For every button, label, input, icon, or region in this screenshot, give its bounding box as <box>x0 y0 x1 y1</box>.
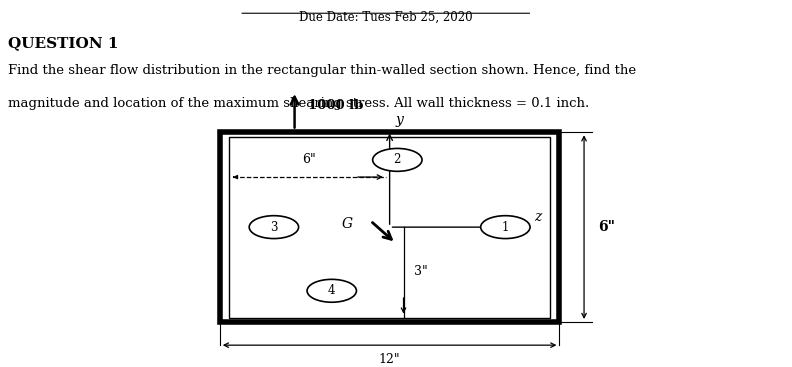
Circle shape <box>373 148 422 171</box>
Text: 12": 12" <box>379 353 401 366</box>
Text: 6": 6" <box>598 220 615 234</box>
Text: 6": 6" <box>303 153 316 166</box>
Text: G: G <box>341 217 352 231</box>
Circle shape <box>249 216 299 239</box>
Text: 1000 lb: 1000 lb <box>308 99 364 112</box>
Text: z: z <box>534 210 541 224</box>
Text: 1: 1 <box>501 221 509 234</box>
Text: QUESTION 1: QUESTION 1 <box>8 36 118 50</box>
Text: Find the shear flow distribution in the rectangular thin-walled section shown. H: Find the shear flow distribution in the … <box>8 64 636 77</box>
Bar <box>229 137 550 317</box>
Text: y: y <box>396 113 404 127</box>
Text: 3: 3 <box>270 221 278 234</box>
Circle shape <box>307 279 356 302</box>
Text: magnitude and location of the maximum shearing stress. All wall thickness = 0.1 : magnitude and location of the maximum sh… <box>8 97 589 110</box>
Bar <box>220 132 559 322</box>
Text: 3": 3" <box>414 265 428 278</box>
Text: 4: 4 <box>328 284 336 297</box>
Text: Due Date: Tues Feb 25, 2020: Due Date: Tues Feb 25, 2020 <box>299 11 473 24</box>
Text: 2: 2 <box>394 153 401 166</box>
Circle shape <box>481 216 530 239</box>
